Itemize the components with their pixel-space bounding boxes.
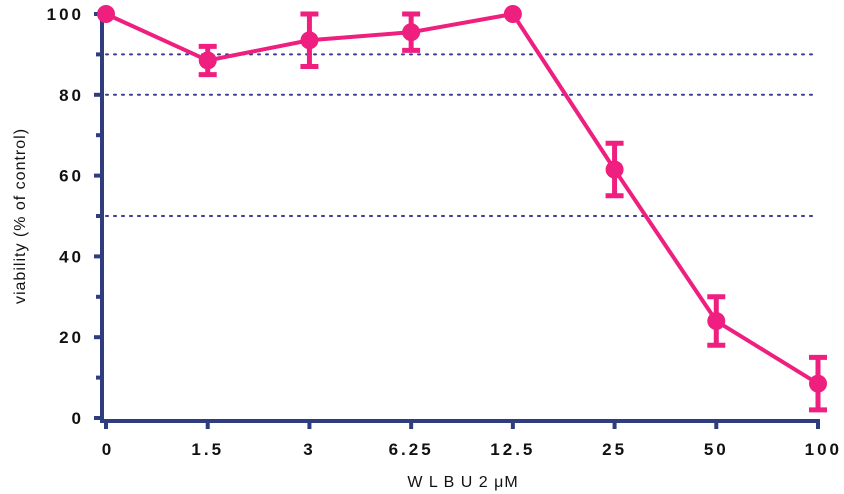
x-tick-label-0: 0 (102, 440, 114, 459)
x-tick-label-12.5: 12.5 (490, 440, 535, 459)
x-tick-label-1.5: 1.5 (191, 440, 224, 459)
data-point (605, 160, 624, 179)
data-point (809, 374, 827, 393)
x-tick-label-100: 100 (805, 440, 842, 459)
x-ticks: 0 1.5 3 6.25 12.5 25 50 100 (102, 421, 842, 459)
data-point (198, 51, 217, 70)
data-point (97, 5, 115, 23)
data-point (707, 312, 726, 331)
y-tick-label-80: 80 (59, 86, 84, 105)
x-tick-label-6.25: 6.25 (389, 440, 434, 459)
data-point (300, 31, 319, 50)
series-line (105, 12, 820, 386)
x-tick-label-3: 3 (303, 440, 315, 459)
y-axis-title: viability (% of control) (12, 128, 29, 304)
y-tick-label-20: 20 (59, 328, 84, 347)
y-tick-label-40: 40 (59, 247, 84, 266)
y-tick-label-100: 100 (47, 5, 84, 24)
y-tick-label-60: 60 (59, 167, 84, 186)
data-point (402, 23, 421, 42)
x-tick-label-50: 50 (704, 440, 729, 459)
reference-lines (105, 53, 819, 217)
y-ticks: 0 20 40 60 80 100 (47, 5, 102, 428)
x-axis-title: W L B U 2 μM (407, 474, 518, 491)
data-point (503, 5, 522, 23)
x-tick-label-25: 25 (602, 440, 627, 459)
series (97, 5, 827, 413)
y-tick-label-0: 0 (72, 409, 84, 428)
